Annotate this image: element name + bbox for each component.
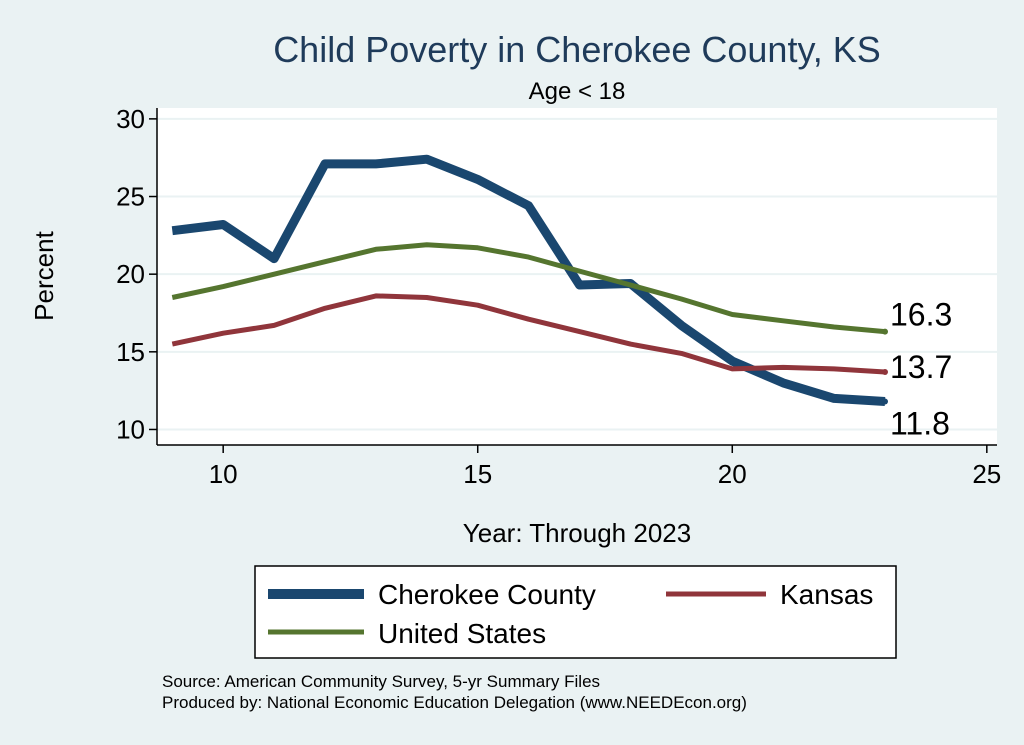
y-tick-label-15: 15 [116,337,145,367]
series-lines [171,154,888,406]
legend-box [254,565,897,659]
end-point-cherokee-county [882,398,888,405]
end-label-kansas: 13.7 [890,349,952,385]
end-label-cherokee-county: 11.8 [890,406,950,442]
end-labels: 11.8 13.7 16.3 [890,297,952,442]
produced-by-note: Produced by: National Economic Education… [162,693,747,712]
series-line-kansas [171,293,886,375]
y-tick-label-10: 10 [116,414,145,444]
series-line-united-states [171,242,886,335]
legend-label-cherokee-county: Cherokee County [378,579,596,610]
source-note: Source: American Community Survey, 5-yr … [162,672,600,691]
x-tick-label-25: 25 [972,459,1001,489]
y-axis-title: Percent [29,230,59,320]
axes: 10 15 20 25 30 10 15 20 25 [116,104,1001,489]
end-point-united-states [882,328,888,335]
x-axis-title: Year: Through 2023 [463,518,691,548]
end-point-kansas [882,369,888,376]
legend-label-kansas: Kansas [780,579,873,610]
series-line-cherokee-county [171,154,886,406]
x-tick-label-20: 20 [718,459,747,489]
y-tick-label-20: 20 [116,259,145,289]
y-tick-label-30: 30 [116,104,145,134]
x-tick-label-15: 15 [463,459,492,489]
y-tick-label-25: 25 [116,182,145,212]
end-label-united-states: 16.3 [890,297,952,333]
legend-label-united-states: United States [378,618,546,649]
x-tick-label-10: 10 [209,459,238,489]
chart-subtitle: Age < 18 [529,78,626,105]
chart-title: Child Poverty in Cherokee County, KS [273,29,881,70]
legend: Cherokee County Kansas United States [254,565,897,659]
